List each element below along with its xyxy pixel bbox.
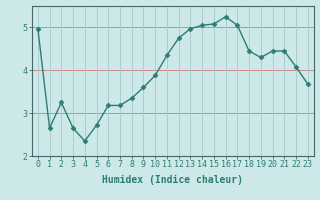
X-axis label: Humidex (Indice chaleur): Humidex (Indice chaleur) [102, 175, 243, 185]
